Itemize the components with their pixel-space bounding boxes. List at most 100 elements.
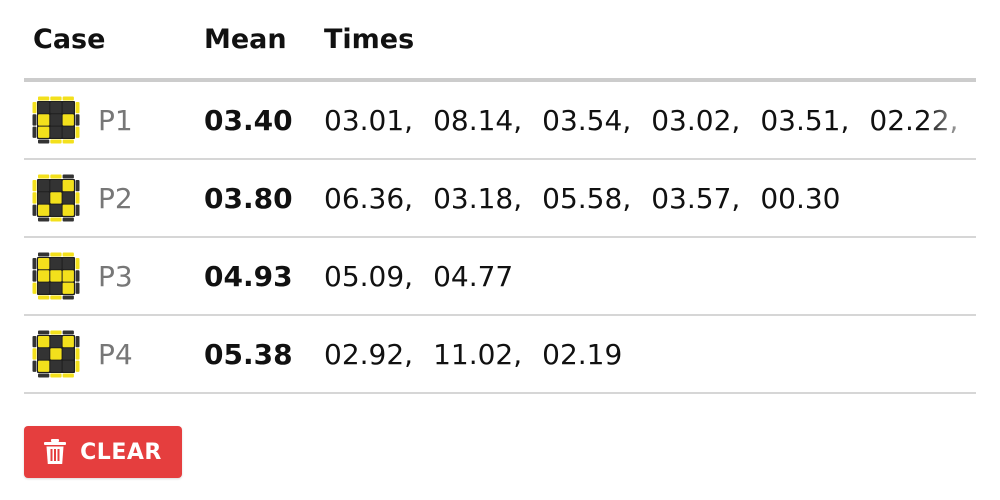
cube-side-top <box>38 174 50 179</box>
header-times: Times <box>324 23 415 55</box>
cube-sticker <box>62 282 74 294</box>
trash-icon <box>44 439 67 464</box>
cube-side-right <box>75 180 80 192</box>
table-row: P4 05.38 02.92, 11.02, 02.19 <box>24 316 976 394</box>
cube-side-left <box>32 114 37 126</box>
cube-sticker <box>38 336 50 348</box>
time-value: 06.36, <box>324 181 414 215</box>
cube-side-top <box>50 174 62 179</box>
cube-side-right <box>75 348 80 360</box>
cube-side-left <box>32 360 37 372</box>
clear-button-label: CLEAR <box>80 439 162 465</box>
mean-value: 04.93 <box>204 259 293 293</box>
cube-sticker <box>38 348 50 360</box>
cube-side-right <box>75 282 80 294</box>
cube-sticker <box>50 204 62 216</box>
cube-side-right <box>75 204 80 216</box>
cube-sticker <box>62 192 74 204</box>
cube-side-top <box>50 330 62 335</box>
clear-button[interactable]: CLEAR <box>24 426 182 478</box>
cube-side-left <box>32 270 37 282</box>
cube-sticker <box>38 270 50 282</box>
cube-side-top <box>38 252 50 257</box>
time-value: 03.18, <box>433 181 523 215</box>
time-value: 02.22, <box>869 103 959 137</box>
cube-side-right <box>75 114 80 126</box>
times-table: Case Mean Times P1 03.40 03.01, 08.14, 0… <box>24 0 976 394</box>
cube-sticker <box>38 258 50 270</box>
header-case: Case <box>33 23 106 55</box>
time-value: 08.14, <box>433 103 523 137</box>
case-cell: P2 <box>24 174 204 222</box>
header-mean: Mean <box>204 23 287 55</box>
cube-sticker <box>62 204 74 216</box>
cube-side-bottom <box>50 295 62 300</box>
p4-case-icon <box>32 330 80 378</box>
cube-sticker <box>50 270 62 282</box>
cube-sticker <box>38 126 50 138</box>
table-row: P2 03.80 06.36, 03.18, 05.58, 03.57, 00.… <box>24 160 976 238</box>
times-list: 06.36, 03.18, 05.58, 03.57, 00.30 <box>324 182 976 215</box>
cube-side-top <box>38 330 50 335</box>
case-name: P4 <box>98 337 133 371</box>
cube-side-bottom <box>62 373 74 378</box>
cube-sticker <box>50 126 62 138</box>
time-value: 03.01, <box>324 103 414 137</box>
cube-side-right <box>75 360 80 372</box>
time-value: 05.09, <box>324 259 414 293</box>
cube-side-left <box>32 336 37 348</box>
case-cell: P3 <box>24 252 204 300</box>
cube-side-bottom <box>50 139 62 144</box>
time-value: 00.30 <box>760 181 841 215</box>
p3-case-icon <box>32 252 80 300</box>
cube-sticker <box>50 348 62 360</box>
cube-side-left <box>32 204 37 216</box>
cube-sticker <box>38 282 50 294</box>
cube-sticker <box>38 102 50 114</box>
cube-sticker <box>62 258 74 270</box>
cube-sticker <box>38 204 50 216</box>
time-value: 03.02, <box>651 103 741 137</box>
cube-sticker <box>50 360 62 372</box>
cube-side-top <box>50 96 62 101</box>
cube-side-bottom <box>38 373 50 378</box>
time-value: 02.19 <box>542 337 623 371</box>
cube-sticker <box>50 192 62 204</box>
cube-sticker <box>38 360 50 372</box>
time-value: 11.02, <box>433 337 523 371</box>
case-name: P2 <box>98 181 133 215</box>
cube-sticker <box>50 282 62 294</box>
case-name: P3 <box>98 259 133 293</box>
case-name: P1 <box>98 103 133 137</box>
cube-sticker <box>50 258 62 270</box>
table-row: P3 04.93 05.09, 04.77 <box>24 238 976 316</box>
mean-value: 03.80 <box>204 181 293 215</box>
cube-side-right <box>75 192 80 204</box>
cube-side-bottom <box>62 139 74 144</box>
cube-side-left <box>32 192 37 204</box>
table-header: Case Mean Times <box>24 0 976 82</box>
cube-sticker <box>62 270 74 282</box>
cube-side-left <box>32 282 37 294</box>
cube-side-left <box>32 126 37 138</box>
p2-case-icon <box>32 174 80 222</box>
cube-sticker <box>62 126 74 138</box>
cube-side-bottom <box>62 295 74 300</box>
cube-side-right <box>75 126 80 138</box>
time-value: 05.58, <box>542 181 632 215</box>
cube-side-top <box>50 252 62 257</box>
p1-case-icon <box>32 96 80 144</box>
cube-sticker <box>62 360 74 372</box>
cube-side-bottom <box>38 295 50 300</box>
cube-sticker <box>62 102 74 114</box>
cube-side-bottom <box>50 217 62 222</box>
times-list: 05.09, 04.77 <box>324 260 976 293</box>
cube-sticker <box>50 102 62 114</box>
cube-sticker <box>38 180 50 192</box>
mean-value: 03.40 <box>204 103 293 137</box>
cube-side-left <box>32 348 37 360</box>
time-value: 02.92, <box>324 337 414 371</box>
time-value: 03.54, <box>542 103 632 137</box>
cube-side-bottom <box>38 217 50 222</box>
cube-side-left <box>32 258 37 270</box>
